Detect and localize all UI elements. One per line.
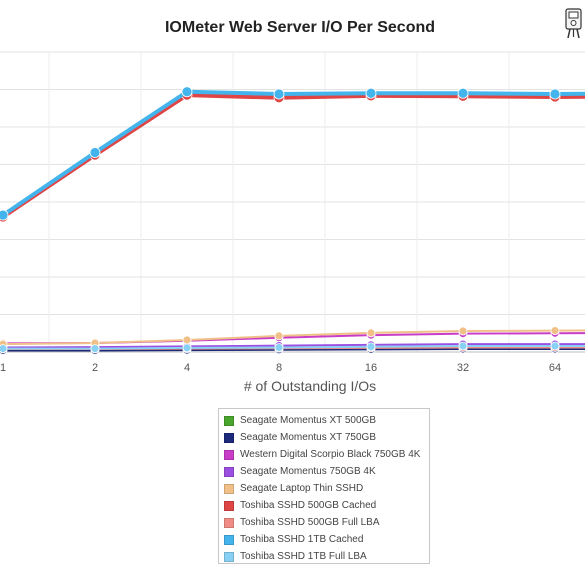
x-tick-label: 2: [92, 362, 98, 374]
legend-swatch: [224, 534, 234, 545]
legend-item: Seagate Momentus 750GB 4K: [224, 463, 429, 480]
x-tick-label: 64: [549, 362, 561, 374]
legend-label: Seagate Momentus 750GB 4K: [240, 466, 376, 477]
legend-item: Seagate Laptop Thin SSHD: [224, 480, 429, 497]
series-path: [3, 345, 585, 350]
data-point: [182, 343, 192, 353]
legend-label: Toshiba SSHD 500GB Full LBA: [240, 517, 380, 528]
x-tick-label: 8: [276, 362, 282, 374]
legend-label: Seagate Momentus XT 750GB: [240, 432, 377, 443]
x-axis-label: # of Outstanding I/Os: [244, 378, 376, 394]
series-path: [1, 93, 585, 219]
grid: [0, 51, 585, 353]
legend-label: Toshiba SSHD 1TB Full LBA: [240, 551, 367, 562]
series-line: [0, 341, 585, 354]
data-point: [366, 328, 376, 338]
data-point: [273, 88, 285, 100]
legend-item: Toshiba SSHD 500GB Cached: [224, 497, 429, 514]
data-point: [366, 342, 376, 352]
x-tick-label: 1: [0, 362, 6, 374]
data-point: [182, 335, 192, 345]
series-path: [1, 89, 585, 217]
series-lines: [0, 86, 585, 355]
legend-item: Toshiba SSHD 1TB Cached: [224, 531, 429, 548]
x-tick-labels: 1248163264128: [0, 362, 561, 374]
legend-item: Toshiba SSHD 1TB Full LBA: [224, 548, 429, 565]
legend-label: Western Digital Scorpio Black 750GB 4K: [240, 449, 421, 460]
legend-swatch: [224, 500, 234, 511]
chart-title: IOMeter Web Server I/O Per Second: [165, 19, 435, 36]
legend-label: Seagate Momentus XT 500GB: [240, 415, 377, 426]
data-point: [0, 209, 9, 221]
legend-swatch: [224, 415, 234, 426]
legend-item: Toshiba SSHD 500GB Full LBA: [224, 514, 429, 531]
legend-label: Toshiba SSHD 500GB Cached: [240, 500, 377, 511]
tester-logo-icon: [562, 8, 585, 40]
x-tick-label: 32: [457, 362, 469, 374]
legend-swatch: [224, 551, 234, 562]
data-point: [458, 326, 468, 336]
series-path: [3, 348, 585, 352]
legend-item: Seagate Momentus XT 750GB: [224, 429, 429, 446]
data-point: [90, 344, 100, 354]
data-point: [89, 147, 101, 158]
x-tick-label: 4: [184, 362, 190, 374]
data-point: [274, 343, 284, 352]
series-path: [2, 343, 585, 349]
data-point: [181, 86, 193, 98]
x-tick-label: 16: [365, 362, 377, 374]
chart-legend: Seagate Momentus XT 500GB Seagate Momentu…: [218, 408, 430, 564]
legend-item: Seagate Momentus XT 500GB: [224, 412, 429, 429]
data-point: [274, 331, 284, 341]
legend-swatch: [224, 466, 234, 477]
legend-swatch: [224, 432, 234, 443]
data-point: [365, 87, 377, 99]
legend-label: Toshiba SSHD 1TB Cached: [240, 534, 364, 545]
legend-swatch: [224, 449, 234, 460]
data-point: [550, 341, 560, 351]
series-path: [2, 329, 585, 346]
series-line: [0, 86, 585, 221]
data-point: [457, 87, 469, 99]
legend-swatch: [224, 517, 234, 528]
legend-swatch: [224, 483, 234, 494]
legend-label: Seagate Laptop Thin SSHD: [240, 483, 364, 494]
data-point: [0, 344, 8, 354]
data-point: [549, 88, 561, 100]
data-point: [550, 326, 560, 336]
data-point: [458, 341, 468, 351]
legend-item: Western Digital Scorpio Black 750GB 4K: [224, 446, 429, 463]
